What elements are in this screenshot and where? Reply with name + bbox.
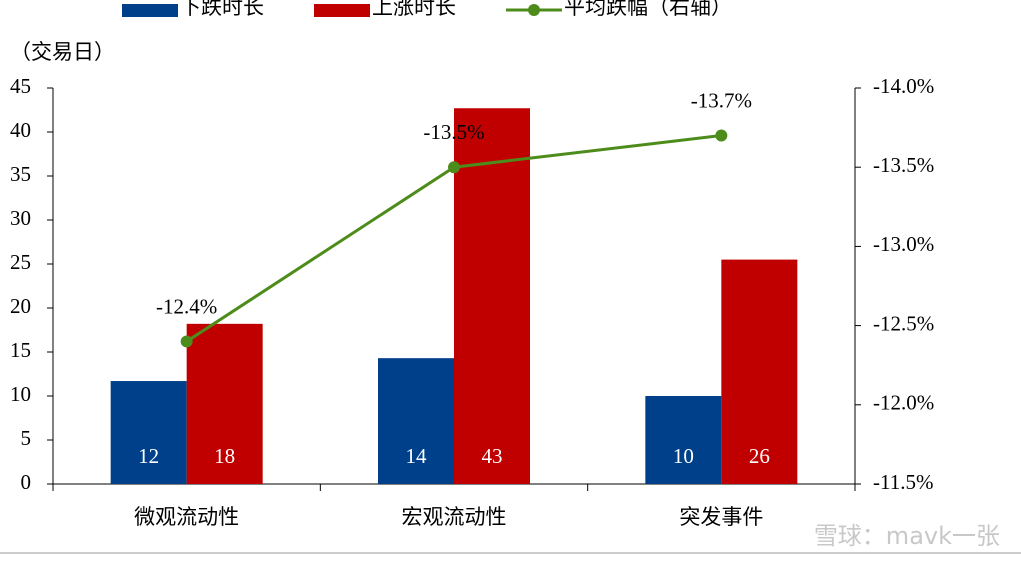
bar — [454, 108, 530, 485]
legend-label: 下跌时长 — [180, 0, 264, 19]
bar — [721, 259, 798, 484]
y-tick-label: 35 — [10, 162, 31, 186]
bar-value-label: 14 — [406, 444, 428, 468]
line-point — [180, 335, 193, 348]
line-value-label: -13.5% — [423, 120, 484, 144]
line-point — [448, 161, 460, 174]
line-value-label: -12.4% — [156, 294, 217, 318]
y-tick-label: 20 — [10, 294, 31, 318]
legend-swatch — [122, 4, 178, 17]
legend-label: 平均跌幅（右轴） — [564, 0, 732, 19]
y-tick-label: 10 — [10, 382, 31, 406]
bar-value-label: 26 — [749, 444, 770, 468]
y-tick-label: 30 — [10, 206, 31, 230]
y2-tick-label: -12.5% — [873, 311, 934, 335]
y2-tick-label: -13.5% — [873, 153, 934, 177]
legend-label: 上涨时长 — [372, 0, 456, 19]
y2-tick-label: -11.5% — [873, 470, 933, 494]
watermark: 雪球：mavk一张 — [814, 522, 1000, 550]
bar — [378, 358, 454, 484]
y2-tick-label: -13.0% — [873, 232, 934, 256]
line-value-label: -13.7% — [691, 88, 752, 112]
x-tick-label: 宏观流动性 — [402, 505, 507, 529]
x-tick-label: 微观流动性 — [134, 505, 239, 529]
legend-swatch — [314, 4, 370, 17]
bar — [186, 323, 263, 484]
bar-value-label: 12 — [138, 444, 159, 468]
y2-tick-label: -12.0% — [873, 391, 934, 415]
y-tick-label: 45 — [10, 74, 31, 98]
y-tick-label: 15 — [10, 338, 31, 362]
bar — [110, 381, 187, 484]
y-axis-label: （交易日） — [10, 40, 115, 64]
y-tick-label: 0 — [21, 470, 32, 494]
y-tick-label: 25 — [10, 250, 31, 274]
x-tick-label: 突发事件 — [679, 505, 763, 529]
y-tick-label: 40 — [10, 118, 31, 142]
legend-swatch-dot — [528, 4, 540, 16]
line-point — [715, 129, 728, 142]
y2-tick-label: -14.0% — [873, 74, 934, 98]
bar — [645, 396, 722, 484]
bar-value-label: 43 — [482, 444, 503, 468]
bar-value-label: 18 — [214, 444, 235, 468]
bar-value-label: 10 — [673, 444, 694, 468]
y-tick-label: 5 — [21, 426, 32, 450]
